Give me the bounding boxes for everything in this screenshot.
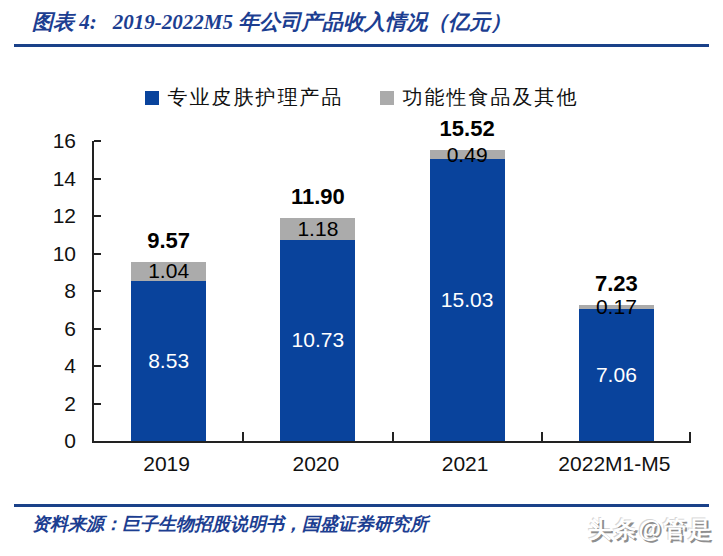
bar-value-label-skincare: 15.03 xyxy=(430,287,505,313)
y-axis-tick xyxy=(94,140,101,142)
bar-value-label-skincare: 8.53 xyxy=(131,348,206,374)
figure-title-text: 2019-2022M5 年公司产品收入情况（亿元） xyxy=(113,10,511,34)
x-category-label: 2022M1-M5 xyxy=(540,452,689,476)
bar-value-label-skincare: 10.73 xyxy=(280,327,355,353)
x-axis-tick xyxy=(242,432,244,441)
figure-title: 图表 4: 2019-2022M5 年公司产品收入情况（亿元） xyxy=(32,8,511,36)
x-axis-labels: 2019202020212022M1-M5 xyxy=(92,452,689,482)
y-tick-label: 14 xyxy=(30,166,76,192)
bar-total-label: 15.52 xyxy=(430,116,505,142)
bar-value-label-food: 1.18 xyxy=(280,216,355,242)
x-axis-tick xyxy=(392,432,394,441)
footer-divider-rule xyxy=(14,504,709,507)
x-category-label: 2020 xyxy=(241,452,390,476)
title-divider-rule xyxy=(14,44,709,47)
y-tick-label: 6 xyxy=(30,316,76,342)
bar-value-label-food: 0.17 xyxy=(579,294,654,320)
y-tick-label: 2 xyxy=(30,391,76,417)
x-category-label: 2019 xyxy=(92,452,241,476)
chart-legend: 专业皮肤护理产品 功能性食品及其他 xyxy=(0,84,723,111)
y-tick-label: 4 xyxy=(30,353,76,379)
legend-label: 功能性食品及其他 xyxy=(403,84,579,111)
y-axis-tick xyxy=(94,328,101,330)
bar-total-label: 7.23 xyxy=(579,271,654,297)
bar-value-label-skincare: 7.06 xyxy=(579,362,654,388)
watermark-text: 头条@管是 xyxy=(589,514,713,545)
y-tick-label: 16 xyxy=(30,128,76,154)
x-category-label: 2021 xyxy=(391,452,540,476)
source-note: 资料来源：巨子生物招股说明书，国盛证券研究所 xyxy=(32,512,428,536)
bar-value-label-food: 1.04 xyxy=(131,258,206,284)
legend-swatch-blue-icon xyxy=(145,91,159,105)
report-figure-page: 图表 4: 2019-2022M5 年公司产品收入情况（亿元） 专业皮肤护理产品 … xyxy=(0,0,723,556)
y-axis-tick xyxy=(94,215,101,217)
legend-item-food: 功能性食品及其他 xyxy=(380,84,579,111)
figure-number-label: 图表 4: xyxy=(32,10,97,34)
bar-value-label-food: 0.49 xyxy=(430,142,505,168)
y-axis-tick xyxy=(94,178,101,180)
bar-group: 15.030.4915.52 xyxy=(430,141,505,441)
bar-group: 8.53 1.04 9.57 xyxy=(131,141,206,441)
plot-area: 8.531.049.5710.731.1811.9015.030.4915.52… xyxy=(92,141,691,443)
legend-item-skincare: 专业皮肤护理产品 xyxy=(145,84,344,111)
y-axis-tick xyxy=(94,365,101,367)
y-axis-tick xyxy=(94,253,101,255)
legend-swatch-gray-icon xyxy=(380,91,394,105)
bar-total-label: 9.57 xyxy=(131,228,206,254)
bar-total-label: 11.90 xyxy=(280,184,355,210)
x-axis-tick xyxy=(541,432,543,441)
y-tick-label: 10 xyxy=(30,241,76,267)
y-tick-label: 12 xyxy=(30,203,76,229)
bar-group: 10.73 1.18 11.90 xyxy=(280,141,355,441)
bar-group: 7.06 0.177.23 xyxy=(579,141,654,441)
y-tick-label: 0 xyxy=(30,428,76,454)
y-axis-tick xyxy=(94,290,101,292)
x-axis-tick xyxy=(689,432,691,441)
y-tick-label: 8 xyxy=(30,278,76,304)
y-axis-labels: 0246810121416 xyxy=(30,141,76,441)
y-axis-tick xyxy=(94,403,101,405)
legend-label: 专业皮肤护理产品 xyxy=(168,84,344,111)
